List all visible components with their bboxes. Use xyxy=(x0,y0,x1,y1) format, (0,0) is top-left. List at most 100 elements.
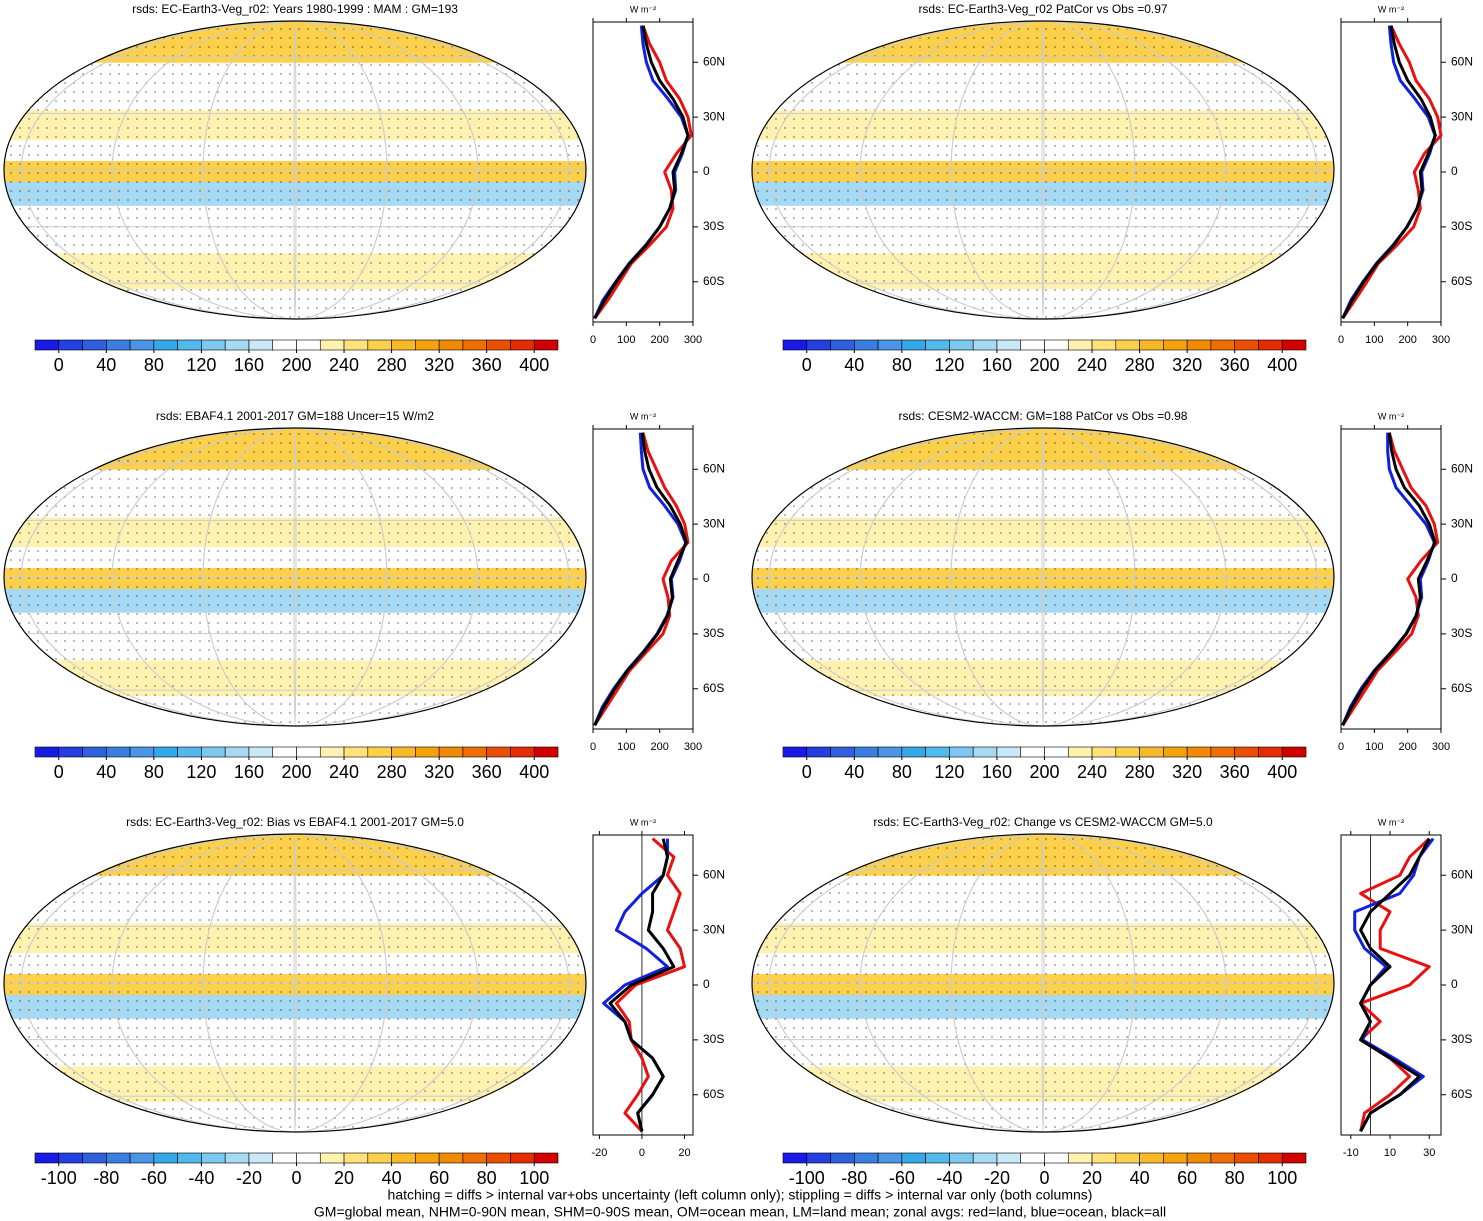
colorbar-tick-label: -80 xyxy=(841,1168,867,1188)
colorbar-box xyxy=(996,746,1022,758)
profile-frame xyxy=(1340,21,1442,323)
graticule xyxy=(1041,21,1045,319)
colorbar-tick-label: 360 xyxy=(472,355,502,375)
graticule xyxy=(859,834,1227,1132)
x-tick-label: 100 xyxy=(1365,334,1383,346)
zonal-line xyxy=(1341,432,1436,726)
profile-frame xyxy=(592,834,694,1136)
colorbar-box xyxy=(319,339,345,351)
colorbar-box xyxy=(272,339,297,351)
colorbar-box xyxy=(486,746,511,758)
colorbar-box xyxy=(901,746,926,758)
colorbar-box xyxy=(486,339,511,351)
colorbar-box xyxy=(854,1152,879,1164)
colorbar-tick-label: -20 xyxy=(984,1168,1010,1188)
panel-title: rsds: EC-Earth3-Veg_r02: Years 1980-1999… xyxy=(132,2,458,16)
colorbar-tick-label: 80 xyxy=(477,1168,497,1188)
colorbar-box xyxy=(1210,746,1235,758)
y-tick-label: 60N xyxy=(703,867,725,881)
x-tick-label: 200 xyxy=(650,741,668,753)
profile-frame xyxy=(592,428,694,730)
unit-label: W m⁻² xyxy=(630,411,656,421)
colorbar-box xyxy=(343,746,369,758)
colorbar-box xyxy=(1091,746,1117,758)
colorbar-tick-label: 80 xyxy=(144,762,164,782)
colorbar-box xyxy=(58,339,83,351)
y-tick-label: 30N xyxy=(703,109,725,123)
colorbar-box xyxy=(129,339,155,351)
map-outline xyxy=(751,20,1335,320)
colorbar-tick-label: 40 xyxy=(844,762,864,782)
x-tick-label: 0 xyxy=(590,741,596,753)
graticule xyxy=(293,428,297,726)
y-tick-label: 60N xyxy=(1451,54,1473,68)
colorbar-box xyxy=(510,1152,535,1164)
colorbar-tick-label: 160 xyxy=(982,762,1012,782)
colorbar-box xyxy=(438,746,464,758)
colorbar-box xyxy=(806,339,831,351)
colorbar-box xyxy=(1258,339,1283,351)
zonal-line xyxy=(1341,432,1440,727)
colorbar-tick-label: 80 xyxy=(144,355,164,375)
x-tick-label: 300 xyxy=(1432,334,1450,346)
colorbar-box xyxy=(877,746,903,758)
colorbar-box xyxy=(367,746,392,758)
y-tick-label: 30N xyxy=(703,922,725,936)
colorbar-box xyxy=(972,1152,998,1164)
colorbar-box xyxy=(1234,339,1259,351)
colorbar-tick-label: 320 xyxy=(1172,355,1202,375)
profile-frame xyxy=(592,21,694,323)
colorbar-box xyxy=(438,339,464,351)
colorbar-box xyxy=(854,339,879,351)
graticule xyxy=(768,834,1318,1132)
x-tick-label: 0 xyxy=(1338,334,1344,346)
graticule xyxy=(293,834,297,1132)
colorbar-tick-label: -100 xyxy=(41,1168,77,1188)
colorbar-tick-label: 200 xyxy=(281,355,311,375)
panel-title: rsds: EC-Earth3-Veg_r02 PatCor vs Obs =0… xyxy=(918,2,1167,16)
unit-label: W m⁻² xyxy=(630,817,656,827)
graticule xyxy=(768,21,1318,319)
footnote: GM=global mean, NHM=0-90N mean, SHM=0-90… xyxy=(314,1204,1166,1220)
colorbar-tick-label: 320 xyxy=(424,762,454,782)
colorbar-box xyxy=(296,339,321,351)
unit-label: W m⁻² xyxy=(1378,4,1404,14)
colorbar-box xyxy=(1020,1152,1045,1164)
colorbar-tick-label: 280 xyxy=(377,355,407,375)
colorbar-tick-label: 280 xyxy=(377,762,407,782)
colorbar-box xyxy=(177,1152,202,1164)
panel: rsds: EC-Earth3-Veg_r02 PatCor vs Obs =0… xyxy=(751,2,1473,375)
graticule xyxy=(202,834,388,1132)
colorbar-box xyxy=(106,339,131,351)
x-tick-label: 100 xyxy=(617,741,635,753)
colorbar-box xyxy=(1163,746,1188,758)
colorbar-box xyxy=(1258,746,1283,758)
colorbar-box xyxy=(1091,339,1117,351)
colorbar-box xyxy=(1067,339,1093,351)
colorbar-box xyxy=(901,339,926,351)
colorbar-box xyxy=(438,1152,464,1164)
colorbar-box xyxy=(854,746,879,758)
map-outline xyxy=(751,427,1335,727)
x-tick-label: 100 xyxy=(1365,741,1383,753)
colorbar-tick-label: -40 xyxy=(936,1168,962,1188)
map-outline xyxy=(3,427,587,727)
colorbar-box xyxy=(415,1152,440,1164)
colorbar-box xyxy=(1234,1152,1259,1164)
unit-label: W m⁻² xyxy=(630,4,656,14)
colorbar-box xyxy=(224,339,250,351)
colorbar-box xyxy=(1163,1152,1188,1164)
y-tick-label: 30S xyxy=(1451,219,1472,233)
x-tick-label: 200 xyxy=(1398,334,1416,346)
panel: rsds: EC-Earth3-Veg_r02: Years 1980-1999… xyxy=(3,2,725,375)
colorbar-box xyxy=(1044,746,1069,758)
colorbar-tick-label: 0 xyxy=(802,355,812,375)
x-tick-label: 300 xyxy=(684,741,702,753)
colorbar-box xyxy=(1281,1152,1307,1164)
graticule xyxy=(768,428,1318,726)
unit-label: W m⁻² xyxy=(1378,411,1404,421)
colorbar-box xyxy=(1020,339,1045,351)
colorbar-tick-label: -40 xyxy=(188,1168,214,1188)
colorbar-box xyxy=(877,339,903,351)
colorbar-box xyxy=(1044,1152,1069,1164)
